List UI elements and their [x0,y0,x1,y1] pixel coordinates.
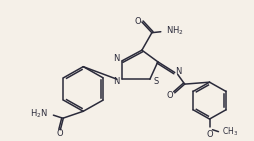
Text: CH$_3$: CH$_3$ [223,125,239,138]
Text: NH$_2$: NH$_2$ [166,25,183,37]
Text: N: N [176,67,182,76]
Text: O: O [135,16,141,26]
Text: O: O [56,129,63,138]
Text: N: N [113,54,119,63]
Text: O: O [166,91,173,100]
Text: O: O [206,130,213,139]
Text: H$_2$N: H$_2$N [29,108,47,120]
Text: S: S [153,77,158,86]
Text: N: N [113,77,119,86]
